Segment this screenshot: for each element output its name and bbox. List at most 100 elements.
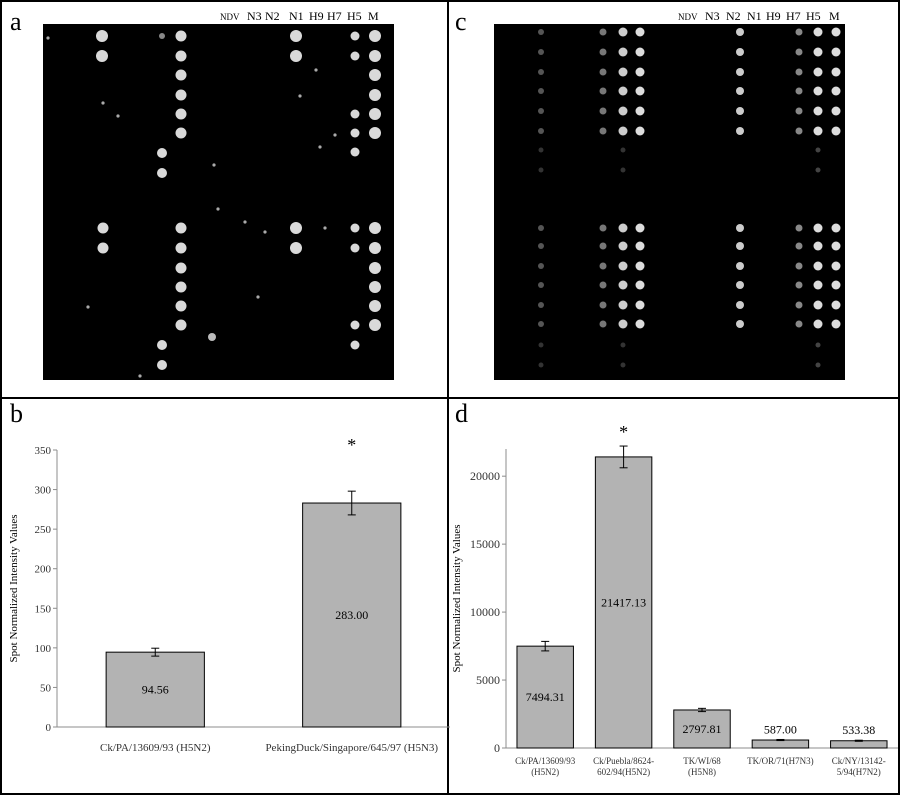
x-tick-label-line: Ck/PA/13609/93	[515, 756, 576, 766]
col-label-m: M	[829, 9, 840, 23]
microarray-spot	[815, 147, 821, 153]
microarray-spot	[314, 68, 318, 72]
microarray-spot	[599, 301, 607, 309]
microarray-spot	[736, 68, 744, 76]
microarray-spot	[635, 241, 645, 251]
y-tick-label: 20000	[470, 469, 500, 483]
microarray-spot	[369, 30, 381, 42]
microarray-spot	[97, 242, 109, 254]
microarray-spot	[599, 87, 607, 95]
bar	[594, 456, 653, 749]
data-label: 94.56	[142, 683, 169, 697]
microarray-spot	[813, 86, 823, 96]
microarray-spot	[369, 262, 381, 274]
microarray-spot	[813, 223, 823, 233]
microarray-spot	[290, 222, 302, 234]
panel-letter-a: a	[10, 7, 22, 36]
y-tick-label: 50	[40, 682, 52, 694]
panel-letter-b: b	[10, 399, 23, 428]
microarray-spot	[736, 127, 744, 135]
microarray-spot	[831, 223, 841, 233]
microarray-spot	[813, 67, 823, 77]
microarray-spot	[369, 108, 381, 120]
microarray-spot	[369, 222, 381, 234]
microarray-spot	[635, 67, 645, 77]
microarray-spot	[599, 127, 607, 135]
microarray-spot	[831, 86, 841, 96]
y-tick-label: 250	[35, 524, 52, 536]
col-label-h5: H5	[347, 9, 362, 23]
microarray-spot	[369, 281, 381, 293]
y-tick-label: 100	[35, 643, 52, 655]
microarray-spot	[350, 340, 360, 350]
bar	[673, 709, 731, 749]
microarray-spot	[618, 223, 628, 233]
microarray-spot	[736, 320, 744, 328]
microarray-spot	[256, 295, 260, 299]
microarray-spot	[599, 48, 607, 56]
microarray-spot	[318, 145, 322, 149]
microarray-spot	[369, 127, 381, 139]
data-label: 2797.81	[683, 722, 722, 736]
x-tick-label: PekingDuck/Singapore/645/97 (H5N3)	[265, 742, 438, 754]
microarray-spot	[795, 48, 803, 56]
microarray-spot	[538, 49, 544, 55]
microarray-spot	[369, 89, 381, 101]
microarray-spot	[599, 262, 607, 270]
microarray-spot	[599, 281, 607, 289]
x-tick-label-line: Ck/Puebla/8624-	[593, 756, 654, 766]
microarray-spot	[795, 242, 803, 250]
x-tick-label-line: (H5N8)	[688, 767, 716, 777]
microarray-spot	[635, 280, 645, 290]
x-tick-label: Ck/NY/13142-5/94(H7N2)	[832, 756, 886, 777]
microarray-spot	[736, 28, 744, 36]
microarray-spot	[813, 241, 823, 251]
bar-chart-d: 0 5000 10000 15000 20000 Spot Normalized Inte…	[451, 422, 898, 777]
x-tick-label-line: Ck/NY/13142-	[832, 756, 886, 766]
bar-chart-b: 0 50 100 150 200 250 300 350 Spot Normalized Int…	[8, 435, 450, 754]
microarray-spot	[831, 319, 841, 329]
microarray-spot	[216, 207, 220, 211]
microarray-spot	[635, 300, 645, 310]
microarray-spot	[96, 50, 108, 62]
microarray-spot	[157, 360, 167, 370]
bar	[302, 502, 402, 728]
microarray-spot	[736, 301, 744, 309]
microarray-spot	[599, 224, 607, 232]
col-label-ndv: NDV	[678, 12, 698, 22]
microarray-spot	[620, 362, 626, 368]
microarray-spot	[618, 300, 628, 310]
microarray-spot	[795, 107, 803, 115]
microarray-spot	[175, 30, 187, 42]
x-tick-label-line: (H5N2)	[531, 767, 559, 777]
y-axis-label: Spot Normalized Intensity Values	[451, 525, 463, 673]
x-tick-label-line: Ck/PA/13609/93 (H5N2)	[100, 742, 211, 754]
microarray-spot	[538, 263, 544, 269]
col-label-h5: H5	[806, 9, 821, 23]
column-labels-a: NDV N3 N2 N1 H9 H7 H5 M	[220, 9, 379, 23]
col-label-n2: N2	[726, 9, 741, 23]
bar	[751, 739, 810, 749]
microarray-spot	[175, 89, 187, 101]
microarray-spot	[157, 168, 167, 178]
microarray-spot	[831, 300, 841, 310]
col-label-h9: H9	[309, 9, 324, 23]
microarray-spot	[538, 128, 544, 134]
microarray-spot	[538, 88, 544, 94]
microarray-spot	[618, 261, 628, 271]
microarray-spot	[795, 262, 803, 270]
microarray-spot	[795, 68, 803, 76]
microarray-spot	[159, 33, 165, 39]
y-tick-label: 10000	[470, 605, 500, 619]
col-label-h7: H7	[327, 9, 342, 23]
microarray-spot	[795, 28, 803, 36]
microarray-spot	[175, 242, 187, 254]
microarray-spot	[831, 126, 841, 136]
microarray-spot	[813, 47, 823, 57]
microarray-spot	[96, 30, 108, 42]
microarray-spot	[97, 222, 109, 234]
microarray-spot	[831, 261, 841, 271]
microarray-spot	[350, 31, 360, 41]
microarray-spot	[298, 94, 302, 98]
microarray-spot	[795, 281, 803, 289]
